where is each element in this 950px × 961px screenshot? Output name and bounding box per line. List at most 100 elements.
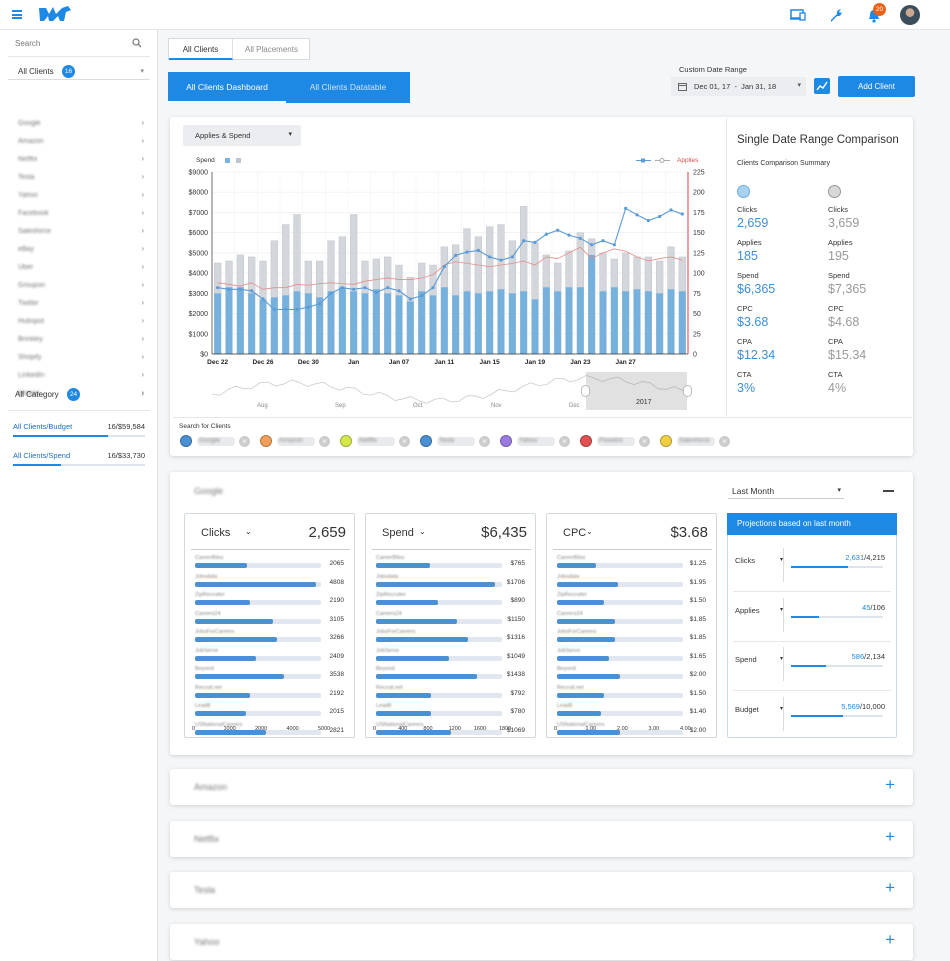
expand-icon[interactable]: + [885, 878, 895, 897]
sidebar-item[interactable]: Mosaic › [8, 388, 150, 402]
remove-chip-icon[interactable]: × [479, 436, 490, 447]
row-name: CareerBliss [376, 555, 405, 561]
client-chip[interactable]: Amazon × [260, 435, 330, 448]
client-panel-collapsed[interactable]: Yahoo + [170, 924, 913, 960]
tab-dashboard[interactable]: All Clients Dashboard [168, 72, 286, 103]
client-chip[interactable]: Netflix × [340, 435, 410, 448]
sidebar-item[interactable]: Amazon › [8, 136, 150, 150]
line-applies-point [284, 307, 288, 312]
metric-card-header[interactable]: Spend ⌄ $6,435 [372, 520, 529, 545]
date-range-select[interactable]: Dec 01, 17 - Jan 31, 18 ▾ [671, 77, 806, 96]
add-client-button[interactable]: Add Client [838, 76, 915, 97]
remove-chip-icon[interactable]: × [399, 436, 410, 447]
sidebar-item[interactable]: Salesforce › [8, 226, 150, 240]
projection-metric-select[interactable]: Budget ▾ [735, 705, 783, 717]
avatar[interactable] [900, 5, 920, 25]
chart-toggle-icon[interactable] [814, 78, 830, 94]
line-applies-point [295, 307, 299, 312]
projection-metric-select[interactable]: Clicks ▾ [735, 556, 783, 568]
sidebar-item[interactable]: Shopify › [8, 352, 150, 366]
budget-summary[interactable]: All Clients/Budget 16/$59,584 [13, 422, 145, 442]
row-value: 2192 [329, 689, 344, 697]
sidebar-item[interactable]: Yahoo › [8, 190, 150, 204]
row-name: Lead8 [195, 703, 211, 709]
sidebar-item[interactable]: Google › [8, 118, 150, 132]
remove-chip-icon[interactable]: × [719, 436, 730, 447]
axis-tick-label: 0 [373, 726, 377, 732]
sidebar-item[interactable]: Hubspot › [8, 316, 150, 330]
sidebar-item[interactable]: Facebook › [8, 208, 150, 222]
sidebar-item[interactable]: eBay › [8, 244, 150, 258]
wrench-icon[interactable] [828, 7, 844, 23]
sidebar-item[interactable]: Netflix › [8, 154, 150, 168]
search-icon[interactable] [132, 38, 142, 48]
all-clients-select[interactable]: All Clients 16 ▾ [8, 64, 150, 80]
search-input[interactable]: Search [15, 39, 41, 48]
spend-link[interactable]: All Clients/Spend [13, 451, 71, 460]
spend-summary[interactable]: All Clients/Spend 16/$33,730 [13, 451, 145, 471]
bar-spend [214, 293, 222, 354]
remove-chip-icon[interactable]: × [239, 436, 250, 447]
y-tick-label-right: 75 [693, 291, 701, 298]
projection-progress [791, 714, 843, 717]
period-select-value: Last Month [732, 486, 775, 496]
range-handle-right[interactable] [683, 385, 692, 397]
row-name: Lead8 [376, 703, 392, 709]
bar-spend [384, 293, 392, 354]
range-handle-left[interactable] [581, 385, 590, 397]
client-chip[interactable]: Google × [180, 435, 250, 448]
client-chip[interactable]: Flowdoc × [580, 435, 650, 448]
metric-card-header[interactable]: CPC ⌄ $3.68 [553, 520, 710, 545]
row-name: USNationalCareers [557, 721, 605, 728]
range-selection[interactable] [586, 372, 687, 410]
client-chip[interactable]: Yahoo × [500, 435, 570, 448]
row-name: Jobsdata [195, 573, 218, 580]
budget-link[interactable]: All Clients/Budget [13, 422, 73, 431]
row-bar-track [376, 692, 502, 698]
client-chip[interactable]: Salesforce × [660, 435, 730, 448]
sidebar-item[interactable]: Tesla › [8, 172, 150, 186]
period-select[interactable]: Last Month ▾ [728, 484, 844, 499]
remove-chip-icon[interactable]: × [559, 436, 570, 447]
row-bar [376, 600, 439, 605]
client-chip[interactable]: Tesla × [420, 435, 490, 448]
line-applies-point [420, 294, 424, 298]
line-applies-point [658, 214, 662, 219]
sidebar-item[interactable]: LinkedIn › [8, 370, 150, 384]
all-category-select[interactable]: All Category 24 › [8, 387, 150, 403]
sidebar-item[interactable]: Brinkley › [8, 334, 150, 348]
projection-metric-select[interactable]: Spend ▾ [735, 655, 783, 667]
collapse-icon[interactable] [883, 490, 894, 492]
metric-dropdown[interactable]: Applies & Spend ▾ [183, 125, 301, 146]
line-applies-point [374, 290, 378, 295]
expand-icon[interactable]: + [885, 930, 895, 949]
client-panel-collapsed[interactable]: Netflix + [170, 821, 913, 857]
expand-icon[interactable]: + [885, 775, 895, 794]
client-panel-collapsed[interactable]: Amazon + [170, 769, 913, 805]
bar-spend [395, 295, 403, 354]
client-chip-field [277, 437, 315, 446]
tab-all-placements[interactable]: All Placements [245, 45, 298, 54]
devices-icon[interactable] [789, 8, 807, 22]
sidebar-item[interactable]: Twitter › [8, 298, 150, 312]
bar-spend [452, 295, 460, 354]
sidebar-item[interactable]: Groupon › [8, 280, 150, 294]
line-applies-point [635, 213, 639, 217]
projection-metric-select[interactable]: Applies ▾ [735, 606, 783, 618]
hamburger-menu-icon[interactable] [12, 10, 22, 19]
remove-chip-icon[interactable]: × [639, 436, 650, 447]
range-navigator[interactable] [212, 372, 690, 410]
divider [783, 647, 784, 681]
tab-datatable[interactable]: All Clients Datatable [309, 82, 387, 92]
comparison-stat-value: 185 [737, 249, 758, 263]
row-name: Beyond [557, 666, 576, 672]
sidebar-item[interactable]: Uber › [8, 262, 150, 276]
metric-card: Spend ⌄ $6,435 CareerBliss $765 Jobsdata $1706… [365, 513, 536, 738]
metric-card-header[interactable]: Clicks ⌄ 2,659 [191, 520, 348, 545]
expand-icon[interactable]: + [885, 827, 895, 846]
comparison-stat-value: $6,365 [737, 282, 776, 296]
remove-chip-icon[interactable]: × [319, 436, 330, 447]
projection-row: Clicks ▾ 2,631/4,215 [727, 546, 897, 592]
tab-all-clients[interactable]: All Clients [169, 39, 233, 60]
client-panel-collapsed[interactable]: Tesla + [170, 872, 913, 908]
